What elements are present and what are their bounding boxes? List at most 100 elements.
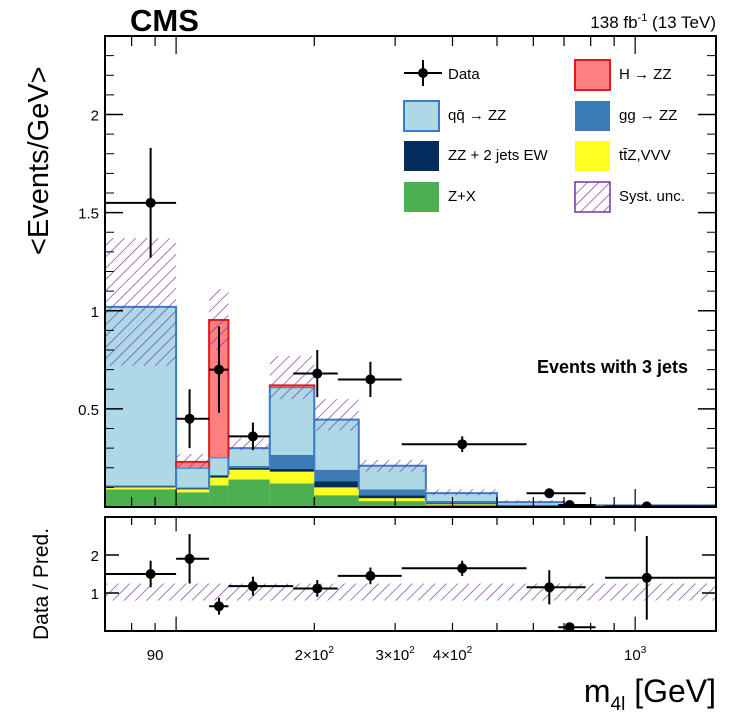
legend-label: qq̄ → ZZ [448, 107, 506, 124]
x-tick-base: 90 [147, 647, 164, 664]
x-tick-base: 3×10 [375, 647, 409, 664]
ratio-y-tick-label: 2 [91, 548, 99, 565]
legend-label: Syst. unc. [619, 188, 685, 205]
legend-swatch [404, 182, 439, 212]
ratio-point [401, 560, 527, 576]
ggZZ-bar [358, 489, 426, 496]
main-plot: 0.5 1 1.5 2 [78, 35, 717, 508]
ratio-marker [145, 569, 156, 579]
ZX-bar [314, 495, 359, 507]
x-tick-exponent: 2 [467, 645, 473, 656]
data-marker [564, 500, 575, 507]
x-tick-exponent: 2 [328, 645, 334, 656]
legend-item-syst: Syst. unc. [574, 181, 685, 213]
ratio-frame [104, 516, 717, 632]
data-marker [247, 431, 258, 442]
ratio-plot: 12 [91, 516, 717, 632]
legend-item-qqZZ: qq̄ → ZZ [403, 100, 506, 132]
ggZZ-bar [314, 469, 359, 482]
x-axis-symbol: m [584, 673, 611, 709]
ttZ-bar [209, 477, 229, 486]
legend-item-ggZZ: gg → ZZ [575, 101, 677, 131]
ratio-marker [544, 582, 555, 593]
x-tick-label: 90 [147, 647, 164, 664]
syst-band [209, 289, 229, 350]
syst-band [176, 454, 210, 468]
syst-band [269, 355, 315, 400]
data-point [228, 422, 270, 451]
EW-bar [425, 503, 497, 505]
data-marker [184, 413, 195, 424]
data-marker [457, 439, 468, 450]
y-tick-label: 1.5 [78, 206, 99, 223]
x-tick-base: 10 [624, 647, 641, 664]
data-point [293, 350, 338, 398]
x-tick-labels: 90 2×102 3×102 4×102 103 [147, 645, 647, 664]
legend-label: gg → ZZ [619, 107, 677, 124]
ratio-point [176, 534, 210, 584]
ggZZ-bar [176, 487, 210, 489]
lumi-exponent: -1 [638, 12, 648, 24]
x-tick-label: 2×102 [295, 645, 335, 664]
ratio-point [209, 597, 229, 615]
lumi-value: 138 fb [590, 13, 637, 32]
data-marker [544, 488, 555, 499]
EW-bar [314, 481, 359, 488]
qqZZ-bar [209, 457, 229, 476]
syst-band [358, 459, 426, 472]
cms-label: CMS [130, 3, 199, 38]
ratio-marker [457, 563, 468, 574]
ZX-bar [105, 489, 177, 507]
x-axis-label: m4l [GeV] [584, 673, 716, 715]
ratio-point [228, 576, 294, 596]
ratio-point [558, 622, 596, 631]
qqZZ-bar [425, 493, 497, 501]
ggZZ-bar [105, 485, 177, 487]
qqZZ-bar [176, 467, 210, 488]
ttZ-bar [228, 469, 270, 480]
syst-band [496, 500, 565, 504]
legend-label: Z+X [448, 188, 476, 205]
legend-swatch [575, 101, 610, 131]
ggZZ-bar [269, 454, 315, 469]
legend-label: Data [448, 66, 480, 83]
ZX-bar [358, 501, 426, 507]
data-point [209, 326, 229, 413]
data-point [176, 389, 210, 449]
ratio-marker [312, 583, 323, 594]
ZX-bar [176, 492, 210, 507]
EW-bar [228, 467, 270, 470]
EW-bar [269, 468, 315, 472]
data-point [401, 436, 527, 453]
syst-band [105, 238, 177, 366]
x-tick-exponent: 3 [641, 645, 647, 656]
EW-bar [358, 495, 426, 499]
ttZ-bar [105, 487, 177, 490]
x-tick-base: 4×10 [433, 647, 467, 664]
ratio-y-tick-label: 1 [91, 586, 99, 603]
legend-item-EW: ZZ + 2 jets EW [404, 141, 548, 171]
ggZZ-bar [209, 475, 229, 476]
ttZ-bar [314, 487, 359, 496]
x-tick-label: 103 [624, 645, 647, 664]
events-annotation: Events with 3 jets [537, 357, 688, 377]
ratio-content [105, 534, 716, 631]
ratio-point [293, 580, 338, 597]
ttZ-bar [358, 498, 426, 502]
data-point [526, 488, 586, 499]
legend-data-marker [418, 68, 428, 78]
syst-band [314, 399, 359, 431]
ZX-bar [209, 485, 229, 507]
legend-swatch [404, 141, 439, 171]
ratio-marker [184, 553, 195, 564]
ratio-point [526, 570, 586, 605]
ZX-bar [228, 479, 270, 507]
ttZ-bar [269, 471, 315, 484]
y-tick-label: 2 [91, 108, 99, 125]
EW-bar [209, 475, 229, 478]
data-marker [312, 368, 323, 379]
legend: Data H → ZZ qq̄ → ZZ gg → ZZ ZZ + 2 jets EW t… [403, 59, 685, 213]
ratio-point [605, 536, 716, 620]
lumi-label: 138 fb-1 (13 TeV) [590, 12, 716, 32]
